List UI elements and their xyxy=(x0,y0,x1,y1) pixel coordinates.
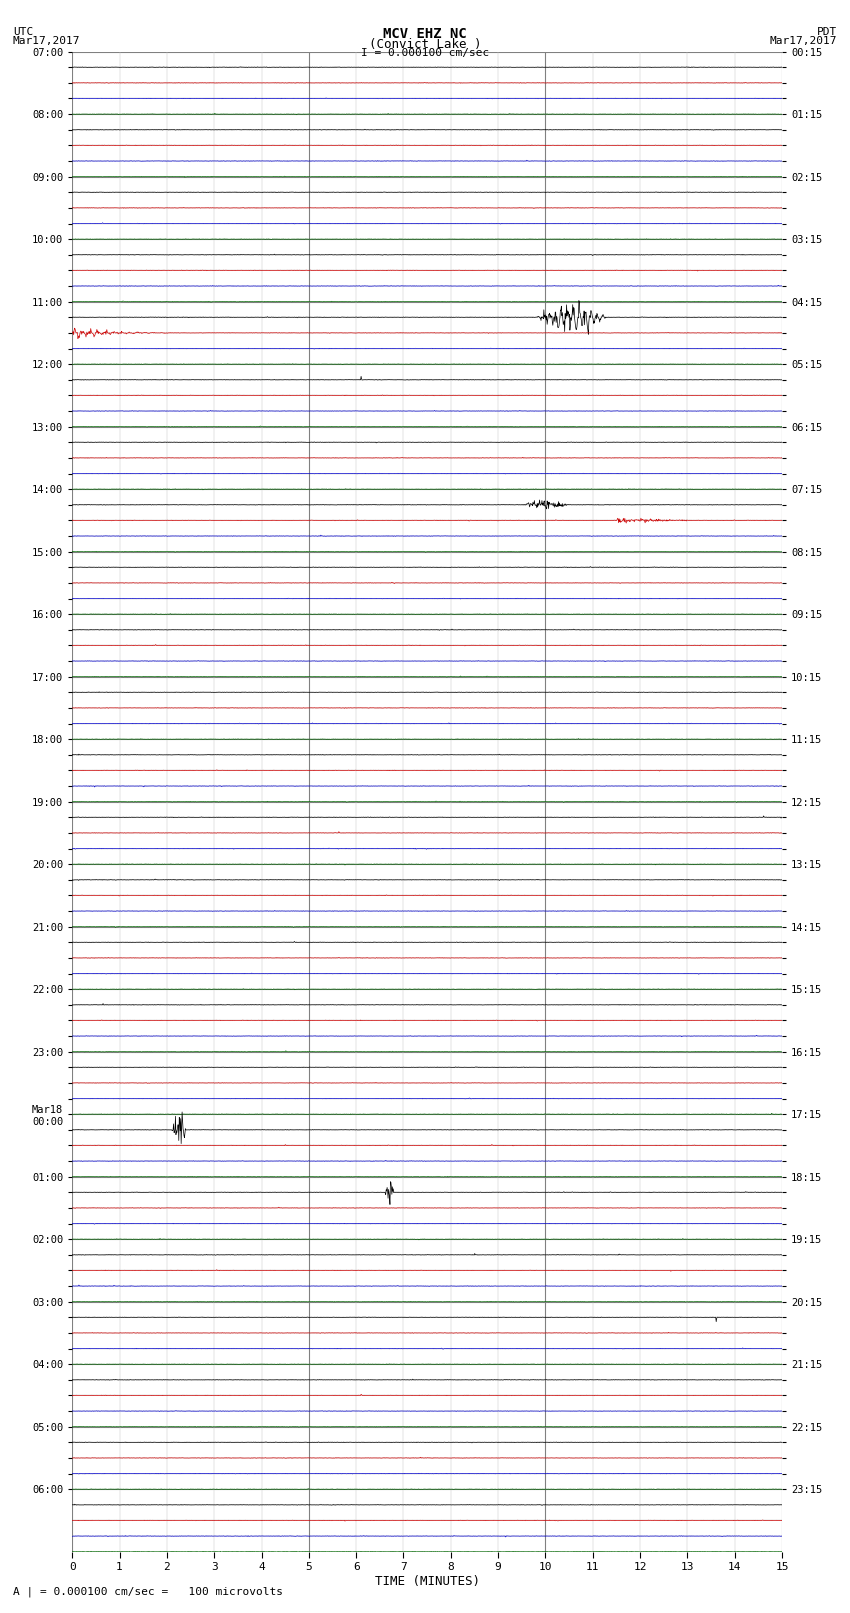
Text: A | = 0.000100 cm/sec =   100 microvolts: A | = 0.000100 cm/sec = 100 microvolts xyxy=(13,1586,283,1597)
Text: PDT: PDT xyxy=(817,26,837,37)
Text: I = 0.000100 cm/sec: I = 0.000100 cm/sec xyxy=(361,48,489,58)
Text: Mar17,2017: Mar17,2017 xyxy=(13,37,80,47)
Text: UTC: UTC xyxy=(13,26,33,37)
Text: (Convict Lake ): (Convict Lake ) xyxy=(369,37,481,52)
Text: Mar17,2017: Mar17,2017 xyxy=(770,37,837,47)
X-axis label: TIME (MINUTES): TIME (MINUTES) xyxy=(375,1574,479,1587)
Text: MCV EHZ NC: MCV EHZ NC xyxy=(383,26,467,40)
